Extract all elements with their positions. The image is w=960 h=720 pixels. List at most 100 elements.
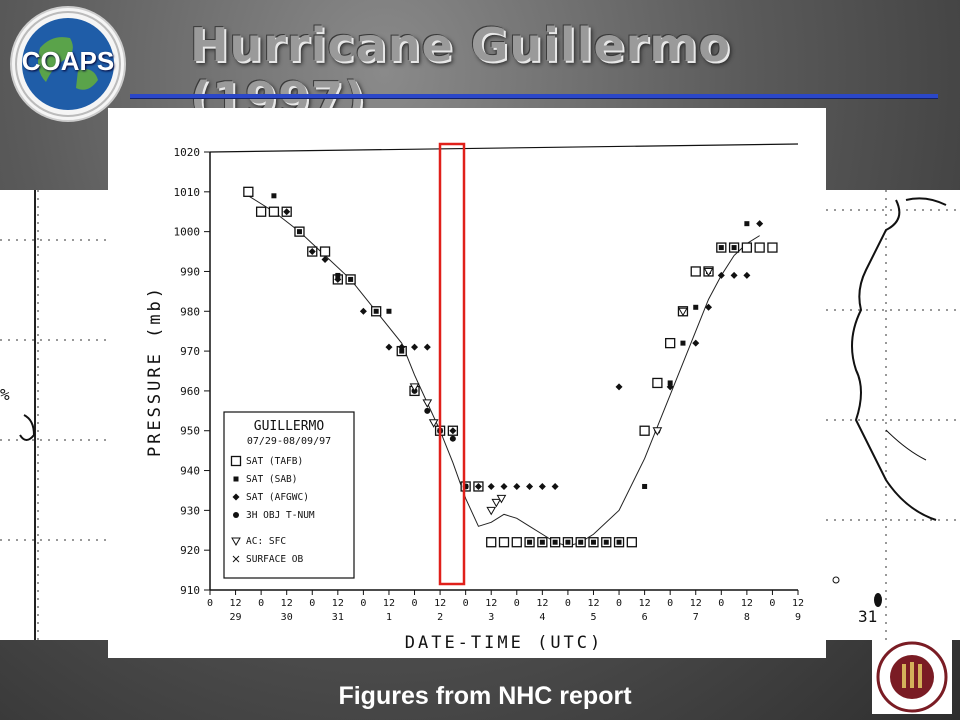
point-sat-tafb xyxy=(690,266,701,277)
coaps-logo-text: COAPS xyxy=(21,46,115,76)
x-tick-label: 12 xyxy=(281,598,293,609)
x-tick-label: 0 xyxy=(514,598,520,609)
point-sat-sab xyxy=(693,304,699,310)
y-axis-label: PRESSURE (mb) xyxy=(145,285,165,457)
top-border xyxy=(209,143,799,153)
point-ac-sfc xyxy=(486,506,497,516)
point-ac-sfc xyxy=(428,419,439,428)
x-tick-label: 12 xyxy=(741,598,753,609)
pressure-chart: 1020101010009909809709609509409309209100… xyxy=(145,142,804,653)
fsu-seal-icon xyxy=(876,641,948,713)
best-track-line xyxy=(248,195,760,547)
fsu-seal xyxy=(872,640,952,714)
point-ac-sfc xyxy=(496,494,507,504)
legend-subtitle: 07/29-08/09/97 xyxy=(247,436,331,447)
point-sat-sab xyxy=(731,245,737,251)
point-3h-obj-t-num xyxy=(424,407,431,414)
point-sat-sab xyxy=(399,348,405,354)
coaps-globe-icon xyxy=(15,11,121,117)
point-sat-afgwc xyxy=(398,343,406,351)
point-sat-sab xyxy=(271,193,277,199)
x-tick-label: 12 xyxy=(230,598,242,609)
point-sat-afgwc xyxy=(692,339,700,347)
point-sat-sab xyxy=(552,539,558,545)
point-sat-afgwc xyxy=(551,482,559,490)
legend-marker-sat-tafb xyxy=(230,455,242,467)
point-sat-afgwc xyxy=(717,271,725,279)
x-tick-label: 12 xyxy=(536,598,548,609)
x-date-label: 3 xyxy=(488,612,494,623)
point-sat-afgwc xyxy=(743,271,751,279)
point-sat-sab xyxy=(603,539,609,545)
x-tick-label: 0 xyxy=(463,598,469,609)
point-sat-afgwc xyxy=(756,220,764,228)
x-tick-label: 12 xyxy=(587,598,599,609)
point-sat-tafb xyxy=(243,186,254,197)
point-sat-tafb xyxy=(741,242,753,253)
point-ac-sfc xyxy=(678,307,688,317)
side-map-left-label: % xyxy=(0,385,10,404)
title-underline xyxy=(130,94,938,98)
point-sat-sab xyxy=(616,539,622,545)
point-sat-tafb xyxy=(639,425,650,436)
point-ac-sfc xyxy=(422,399,433,408)
x-tick-label: 0 xyxy=(616,598,622,609)
x-tick-label: 12 xyxy=(434,598,446,609)
point-sat-tafb xyxy=(255,206,267,217)
point-sat-sab xyxy=(642,483,648,489)
x-tick-label: 0 xyxy=(258,598,264,609)
legend-marker-sat-afgwc xyxy=(232,493,240,501)
legend-label-sat-tafb: SAT (TAFB) xyxy=(246,456,303,467)
y-tick-label: 980 xyxy=(180,305,200,318)
point-sat-afgwc xyxy=(423,343,431,351)
point-sat-tafb xyxy=(652,377,663,389)
x-date-label: 4 xyxy=(539,612,545,623)
x-date-label: 6 xyxy=(642,612,648,623)
legend-label-ac-sfc: AC: SFC xyxy=(246,536,286,547)
y-tick-label: 990 xyxy=(180,265,200,278)
point-sat-afgwc xyxy=(308,248,316,256)
point-sat-sab xyxy=(296,229,302,235)
y-tick-label: 940 xyxy=(180,465,200,478)
point-sat-afgwc xyxy=(283,208,291,216)
x-date-label: 8 xyxy=(744,612,750,623)
point-ac-sfc xyxy=(491,498,502,508)
point-sat-sab xyxy=(578,539,584,545)
slide-title: Hurricane Guillermo (1997) xyxy=(190,18,731,126)
legend-label-sat-sab: SAT (SAB) xyxy=(246,474,297,485)
x-tick-label: 0 xyxy=(718,598,724,609)
map-coastline-right: 31 xyxy=(826,190,960,640)
point-sat-sab xyxy=(667,380,673,386)
legend-box xyxy=(223,411,355,579)
legend-label-surface-ob: SURFACE OB xyxy=(246,554,303,565)
x-date-label: 1 xyxy=(386,612,392,623)
y-tick-label: 910 xyxy=(180,584,200,597)
point-sat-afgwc xyxy=(705,303,713,311)
slide-caption: Figures from NHC report xyxy=(338,682,632,710)
x-tick-label: 12 xyxy=(792,598,804,609)
y-tick-label: 930 xyxy=(180,504,200,517)
x-tick-label: 0 xyxy=(769,598,775,609)
point-sat-tafb xyxy=(511,537,522,548)
point-sat-sab xyxy=(539,539,545,545)
point-sat-sab xyxy=(335,272,341,278)
side-map-left: % xyxy=(0,190,108,640)
legend-marker-3h-obj-t-num xyxy=(233,512,239,518)
point-sat-tafb xyxy=(754,242,765,253)
coaps-logo: COAPS xyxy=(10,6,126,122)
y-tick-label: 950 xyxy=(180,425,200,438)
point-3h-obj-t-num xyxy=(449,435,456,442)
x-tick-label: 0 xyxy=(360,598,366,609)
x-date-label: 5 xyxy=(590,612,596,623)
x-tick-label: 12 xyxy=(639,598,651,609)
x-date-label: 7 xyxy=(693,612,699,623)
point-sat-afgwc xyxy=(321,256,329,264)
point-sat-sab xyxy=(680,340,686,346)
x-tick-label: 0 xyxy=(412,598,418,609)
point-ac-sfc xyxy=(652,427,663,436)
y-tick-label: 970 xyxy=(180,345,200,358)
point-ac-sfc xyxy=(409,383,420,392)
point-sat-sab xyxy=(565,539,571,545)
side-map-right-label: 31 xyxy=(858,607,877,626)
point-sat-sab xyxy=(590,539,596,545)
